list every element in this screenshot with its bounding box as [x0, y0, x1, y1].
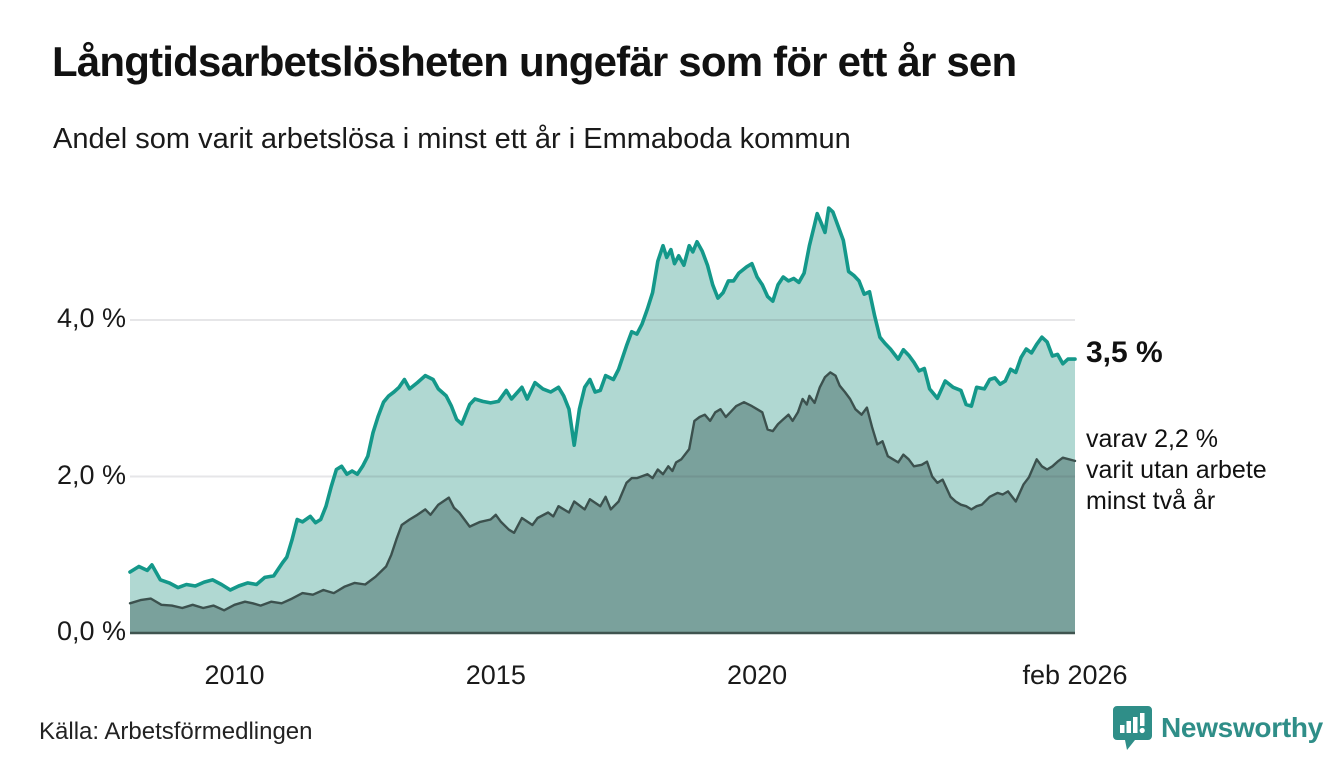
chart-subtitle: Andel som varit arbetslösa i minst ett å…: [53, 123, 851, 155]
secondary-annotation-line: minst två år: [1086, 487, 1216, 515]
y-tick-label: 4,0 %: [56, 303, 126, 333]
x-tick-label: 2020: [727, 660, 788, 690]
secondary-annotation-line: varit utan arbete: [1086, 456, 1267, 484]
x-tick-label: feb 2026: [1022, 660, 1128, 690]
chart-title: Långtidsarbetslösheten ungefär som för e…: [52, 38, 1017, 85]
newsworthy-logo: Newsworthy: [1112, 705, 1323, 751]
newsworthy-logo-text: Newsworthy: [1161, 712, 1323, 743]
y-tick-label: 2,0 %: [56, 459, 126, 490]
latest-value-label: 3,5 %: [1086, 336, 1163, 369]
secondary-annotation-line: varav 2,2 %: [1086, 425, 1219, 453]
y-tick-label: 0,0 %: [56, 616, 126, 646]
x-tick-label: 2015: [465, 660, 526, 690]
x-tick-label: 2010: [204, 660, 265, 690]
secondary-value-annotation: varav 2,2 % varit utan arbete minst två …: [1086, 424, 1267, 517]
newsworthy-bubble-chart-icon: [1113, 706, 1152, 750]
source-attribution: Källa: Arbetsförmedlingen: [39, 718, 313, 745]
